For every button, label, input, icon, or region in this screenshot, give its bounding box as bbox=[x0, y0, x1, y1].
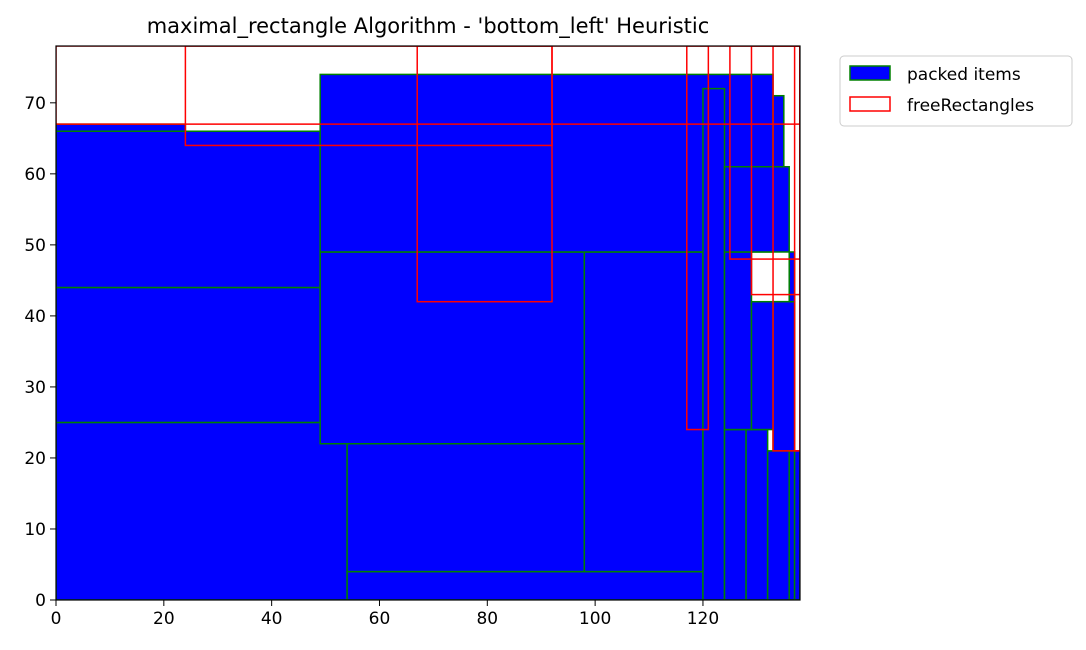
packed-item-18 bbox=[723, 165, 790, 253]
legend-swatch-1 bbox=[849, 96, 891, 112]
packed-item-13 bbox=[766, 450, 790, 600]
axes-frame bbox=[55, 45, 801, 601]
packed-item-9 bbox=[702, 87, 726, 600]
free-rectangle-2 bbox=[56, 46, 800, 125]
x-tick-label: 100 bbox=[579, 609, 611, 629]
x-tick-label: 40 bbox=[261, 609, 283, 629]
packed-item-6 bbox=[319, 251, 586, 445]
y-tick-label: 50 bbox=[24, 236, 46, 256]
x-tick-label: 60 bbox=[369, 609, 391, 629]
legend-swatch-0 bbox=[849, 65, 891, 81]
free-rectangle-3 bbox=[686, 46, 710, 431]
packed-item-16 bbox=[793, 450, 800, 600]
y-tick-label: 10 bbox=[24, 520, 46, 540]
x-tick-label: 80 bbox=[476, 609, 498, 629]
packed-item-0 bbox=[56, 421, 348, 600]
packed-item-10 bbox=[723, 428, 747, 600]
packed-item-12 bbox=[723, 251, 753, 431]
x-tick-label: 120 bbox=[687, 609, 719, 629]
free-rectangle-1 bbox=[416, 46, 553, 303]
packed-item-19 bbox=[772, 94, 785, 168]
plot-area bbox=[56, 46, 800, 600]
chart-title: maximal_rectangle Algorithm - 'bottom_le… bbox=[147, 14, 710, 39]
packed-item-7 bbox=[583, 251, 704, 573]
y-axis: 0 10 20 30 40 50 60 70 bbox=[24, 94, 56, 611]
packed-item-17 bbox=[772, 300, 796, 452]
x-tick-label: 0 bbox=[51, 609, 62, 629]
legend-box bbox=[839, 55, 1073, 127]
y-tick-label: 0 bbox=[35, 591, 46, 611]
y-tick-label: 60 bbox=[24, 165, 46, 185]
packed-item-8 bbox=[319, 73, 774, 253]
packed-item-4 bbox=[346, 570, 704, 600]
packed-item-15 bbox=[788, 450, 796, 600]
legend: packed items freeRectangles bbox=[839, 55, 1073, 127]
legend-label-0: packed items bbox=[907, 65, 1021, 85]
packed-item-1 bbox=[56, 286, 321, 424]
free-rectangle-5 bbox=[750, 46, 800, 296]
series-0 bbox=[56, 73, 800, 600]
packed-item-11 bbox=[745, 428, 769, 600]
x-tick-label: 20 bbox=[153, 609, 175, 629]
free-rectangle-7 bbox=[793, 46, 800, 452]
y-tick-label: 30 bbox=[24, 378, 46, 398]
packed-item-3 bbox=[56, 123, 187, 132]
series-1 bbox=[56, 46, 800, 452]
x-axis: 0 20 40 60 80 100 120 bbox=[51, 600, 719, 629]
y-tick-label: 70 bbox=[24, 94, 46, 114]
y-tick-label: 20 bbox=[24, 449, 46, 469]
packed-item-5 bbox=[346, 442, 586, 573]
packed-item-2 bbox=[56, 130, 321, 289]
legend-label-1: freeRectangles bbox=[907, 96, 1034, 116]
y-tick-label: 40 bbox=[24, 307, 46, 327]
